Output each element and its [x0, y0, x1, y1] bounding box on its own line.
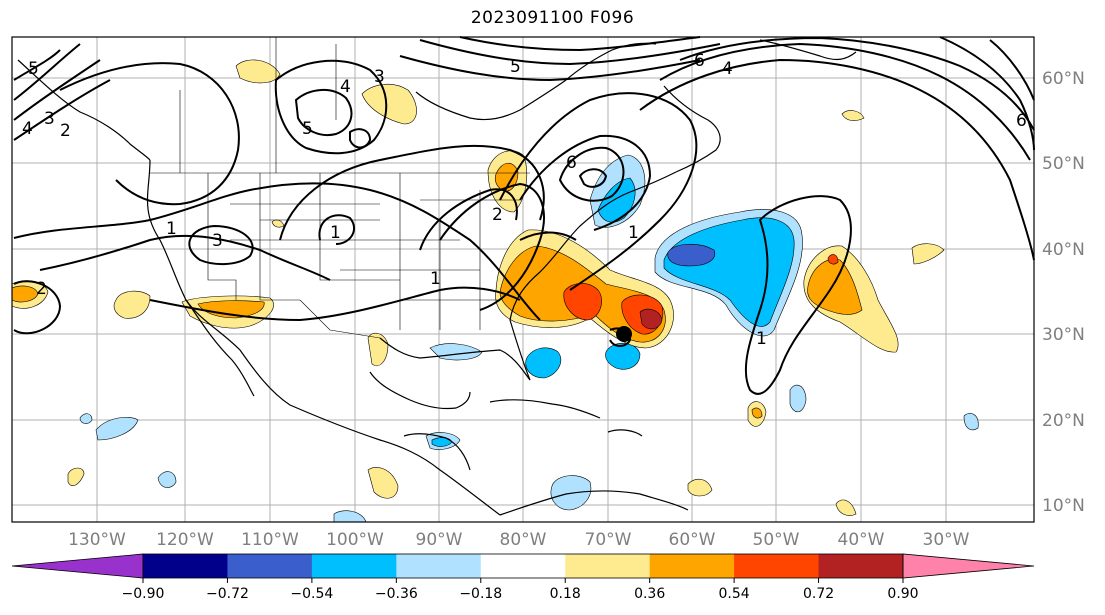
- warm-anomaly-eastatlantic-inner: [827, 254, 839, 265]
- colorbar-outline: [142, 553, 904, 579]
- colorbar-tick-label: 0.18: [550, 586, 581, 602]
- lon-tick-label: 100°W: [326, 530, 384, 550]
- contour-label: 4: [340, 77, 351, 97]
- lat-tick-label: 60°N: [1042, 69, 1085, 89]
- lon-tick-label: 110°W: [241, 530, 299, 550]
- contour-label: 3: [374, 67, 385, 87]
- contour-label: 6: [1016, 111, 1027, 131]
- lon-tick-label: 70°W: [585, 530, 632, 550]
- blue-anomaly-florida: [525, 347, 562, 379]
- contour-label: 5: [302, 119, 313, 139]
- warm-anomaly-greatlakes-core: [494, 162, 519, 192]
- contour-label: 6: [566, 153, 577, 173]
- colorbar-tick-label: 0.90: [887, 586, 918, 602]
- lon-tick-label: 30°W: [923, 530, 970, 550]
- colorbar-swatch: [143, 554, 228, 578]
- blue-anomaly-pacific-2: [157, 471, 177, 488]
- contour-label: 2: [36, 279, 47, 299]
- contour-label: 3: [212, 231, 223, 251]
- blue-anomaly-east-atlantic: [963, 413, 979, 431]
- blue-anomaly-maritimes-core: [597, 177, 636, 223]
- lat-tick-label: 50°N: [1042, 154, 1085, 174]
- warm-anomaly-atlantic-mid-core: [751, 407, 763, 419]
- warm-anomaly-baja-core: [197, 300, 265, 319]
- contour-label: 6: [694, 51, 705, 71]
- chart-title: 2023091100 F096: [470, 8, 635, 28]
- contour-label: 1: [430, 269, 441, 289]
- colorbar-tick-label: −0.54: [290, 586, 333, 602]
- contour-label: 4: [722, 59, 733, 79]
- warm-anomaly-pacific-west: [113, 290, 151, 319]
- colorbar-extend-max: [902, 553, 1035, 579]
- warm-anomaly-caribbean-east: [687, 478, 713, 497]
- colorbar-tick-label: −0.36: [375, 586, 418, 602]
- colorbar-swatch: [565, 554, 651, 578]
- lon-tick-label: 90°W: [416, 530, 463, 550]
- contour-label-group: 5 4 3 2 1 4 3 5 1 1 3 2 6 5 6 4 6 1 1 2: [22, 51, 1027, 349]
- contour-label: 1: [628, 223, 639, 243]
- lat-tick-label: 30°N: [1042, 325, 1085, 345]
- colorbar-tick-label: 0.36: [634, 586, 665, 602]
- contour-label: 1: [330, 223, 341, 243]
- colorbar-tick-label: −0.72: [206, 586, 249, 602]
- warm-anomaly-tropical-atlantic: [835, 499, 857, 516]
- warm-anomaly-east-atlantic-small: [911, 243, 945, 265]
- warm-anomaly-atlantic-peak: [639, 308, 663, 330]
- colorbar-swatch: [480, 554, 566, 578]
- contour-label: 2: [60, 121, 71, 141]
- lon-tick-label: 60°W: [669, 530, 716, 550]
- lon-tick-label: 120°W: [156, 530, 214, 550]
- colorbar-swatch: [396, 554, 482, 578]
- warm-anomaly-pacific-edge-core: [11, 285, 39, 303]
- colorbar-swatch: [227, 554, 313, 578]
- colorbar-swatch: [734, 554, 820, 578]
- lon-tick-label: 130°W: [68, 530, 126, 550]
- warm-anomaly-pacific-south: [67, 467, 85, 486]
- colorbar-swatch: [311, 554, 397, 578]
- lon-tick-label: 80°W: [500, 530, 547, 550]
- lon-tick-label: 40°W: [838, 530, 885, 550]
- colorbar-tick-label: 0.72: [803, 586, 834, 602]
- colorbar: −0.90 −0.72 −0.54 −0.36 −0.18 0.18 0.36 0.54 0.7…: [11, 553, 1035, 602]
- contour-label: 5: [510, 57, 521, 77]
- contour-label: 5: [28, 59, 39, 79]
- blue-anomaly-pacific-small: [79, 413, 93, 424]
- lon-tick-label: 50°W: [753, 530, 800, 550]
- blue-anomaly-atlantic-deep: [667, 243, 716, 267]
- colorbar-tick-label: −0.18: [459, 586, 502, 602]
- latitude-labels: 60°N 50°N 40°N 30°N 20°N 10°N: [1042, 69, 1085, 516]
- lat-tick-label: 40°N: [1042, 240, 1085, 260]
- colorbar-tick-label: 0.54: [719, 586, 750, 602]
- warm-anomaly-greenland-south: [841, 110, 865, 121]
- contour-label: 4: [22, 119, 33, 139]
- contour-lines: [13, 36, 1035, 395]
- contour-label: 2: [492, 205, 503, 225]
- colorbar-swatch: [818, 554, 904, 578]
- contour-label: 1: [166, 219, 177, 239]
- lat-tick-label: 10°N: [1042, 496, 1085, 516]
- colorbar-extend-min: [11, 553, 144, 579]
- colorbar-swatch: [649, 554, 735, 578]
- blue-anomaly-pacific: [95, 417, 139, 441]
- warm-anomaly-yukon: [235, 59, 281, 84]
- map-frame: [11, 36, 1035, 523]
- warm-anomaly-south-mexico: [367, 467, 399, 499]
- blue-anomaly-atlantic-small: [789, 384, 807, 413]
- warm-anomaly-canada-north: [361, 83, 417, 125]
- blue-anomaly-bahamas: [605, 342, 641, 370]
- colorbar-tick-label: −0.90: [122, 586, 165, 602]
- lat-tick-label: 20°N: [1042, 411, 1085, 431]
- contour-label: 3: [44, 109, 55, 129]
- storm-center-marker: [616, 326, 632, 342]
- longitude-labels: 130°W 120°W 110°W 100°W 90°W 80°W 70°W 6…: [68, 530, 970, 550]
- contour-label: 1: [756, 329, 767, 349]
